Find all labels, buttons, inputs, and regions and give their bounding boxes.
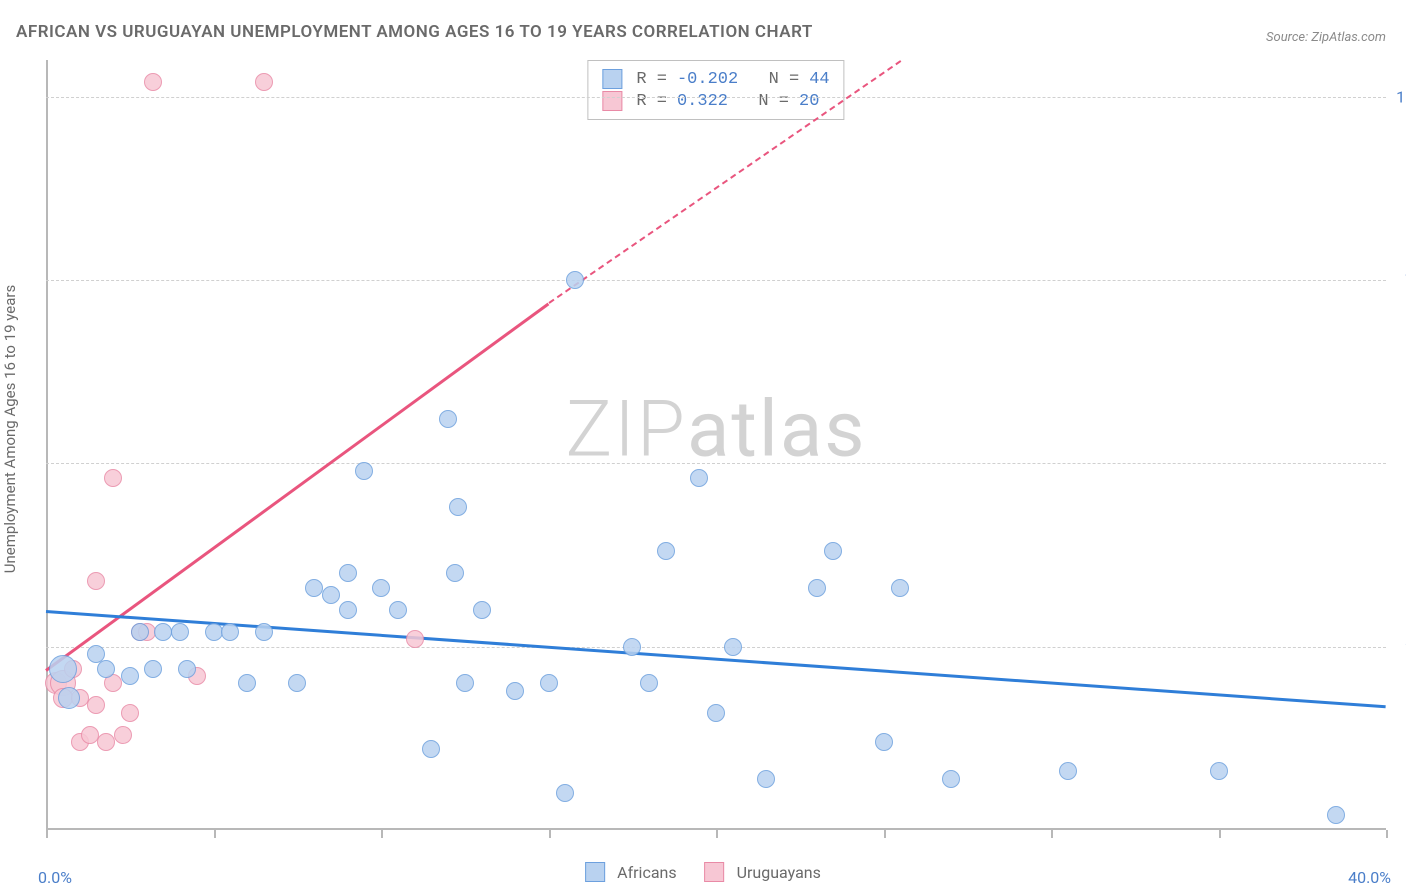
scatter-plot: ZIPatlas R = -0.202 N = 44R = 0.322 N = … <box>46 60 1386 830</box>
point-african <box>221 623 239 641</box>
legend-swatch <box>585 862 605 882</box>
point-african <box>288 674 306 692</box>
point-african <box>456 674 474 692</box>
point-uruguayan <box>87 696 105 714</box>
x-tick <box>1386 830 1388 838</box>
point-african <box>623 638 641 656</box>
point-african <box>305 579 323 597</box>
point-african <box>690 469 708 487</box>
point-african <box>640 674 658 692</box>
watermark: ZIPatlas <box>565 384 866 475</box>
point-african <box>808 579 826 597</box>
swatch <box>602 69 622 89</box>
point-african <box>171 623 189 641</box>
point-uruguayan <box>87 572 105 590</box>
stat-r-label: R = <box>636 70 667 89</box>
trend-line <box>46 610 1386 708</box>
point-uruguayan <box>121 704 139 722</box>
point-african <box>473 601 491 619</box>
point-african <box>154 623 172 641</box>
stats-row: R = -0.202 N = 44 <box>602 69 829 89</box>
x-tick <box>549 830 551 838</box>
stat-r-label: R = <box>636 92 667 111</box>
point-african <box>58 687 80 709</box>
grid-line <box>46 463 1386 464</box>
legend-label: Uruguayans <box>737 863 821 882</box>
x-tick <box>1219 830 1221 838</box>
y-tick-label: 100.0% <box>1396 87 1406 106</box>
point-african <box>49 655 77 683</box>
point-uruguayan <box>114 726 132 744</box>
x-tick <box>381 830 383 838</box>
y-axis <box>46 60 48 830</box>
point-african <box>322 586 340 604</box>
point-african <box>1059 762 1077 780</box>
point-african <box>339 564 357 582</box>
point-african <box>824 542 842 560</box>
legend-item: Africans <box>585 862 676 882</box>
x-tick <box>46 830 48 838</box>
point-uruguayan <box>97 733 115 751</box>
point-african <box>422 740 440 758</box>
point-african <box>355 462 373 480</box>
point-african <box>506 682 524 700</box>
point-african <box>178 660 196 678</box>
point-african <box>556 784 574 802</box>
x-tick <box>214 830 216 838</box>
point-african <box>121 667 139 685</box>
point-african <box>1210 762 1228 780</box>
point-uruguayan <box>104 469 122 487</box>
point-african <box>446 564 464 582</box>
point-uruguayan <box>81 726 99 744</box>
point-african <box>875 733 893 751</box>
point-uruguayan <box>255 73 273 91</box>
legend: Africans Uruguayans <box>585 862 821 882</box>
stat-n-label: N = <box>748 70 799 89</box>
chart-title: AFRICAN VS URUGUAYAN UNEMPLOYMENT AMONG … <box>16 22 813 42</box>
point-african <box>255 623 273 641</box>
point-african <box>449 498 467 516</box>
stats-box: R = -0.202 N = 44R = 0.322 N = 20 <box>587 60 844 120</box>
stat-r-value: 0.322 <box>677 92 728 111</box>
point-african <box>439 410 457 428</box>
point-african <box>757 770 775 788</box>
point-african <box>389 601 407 619</box>
point-african <box>144 660 162 678</box>
x-tick <box>716 830 718 838</box>
point-african <box>891 579 909 597</box>
point-african <box>1327 806 1345 824</box>
x-tick <box>1051 830 1053 838</box>
point-african <box>540 674 558 692</box>
stat-n-value: 20 <box>799 92 819 111</box>
y-axis-title: Unemployment Among Ages 16 to 19 years <box>1 285 19 573</box>
swatch <box>602 91 622 111</box>
legend-label: Africans <box>617 863 676 882</box>
point-african <box>566 271 584 289</box>
x-tick <box>884 830 886 838</box>
grid-line <box>46 647 1386 648</box>
grid-line <box>46 97 1386 98</box>
point-african <box>205 623 223 641</box>
legend-item: Uruguayans <box>705 862 821 882</box>
stat-n-label: N = <box>738 92 789 111</box>
point-african <box>707 704 725 722</box>
point-african <box>657 542 675 560</box>
point-uruguayan <box>406 630 424 648</box>
point-african <box>724 638 742 656</box>
point-african <box>238 674 256 692</box>
legend-swatch <box>705 862 725 882</box>
stat-n-value: 44 <box>809 70 829 89</box>
stats-row: R = 0.322 N = 20 <box>602 91 829 111</box>
point-african <box>97 660 115 678</box>
x-min-label: 0.0% <box>38 868 72 887</box>
point-african <box>131 623 149 641</box>
source-label: Source: ZipAtlas.com <box>1266 30 1386 45</box>
point-african <box>942 770 960 788</box>
x-max-label: 40.0% <box>1348 868 1391 887</box>
point-african <box>372 579 390 597</box>
stat-r-value: -0.202 <box>677 70 738 89</box>
point-uruguayan <box>144 73 162 91</box>
grid-line <box>46 280 1386 281</box>
point-african <box>339 601 357 619</box>
